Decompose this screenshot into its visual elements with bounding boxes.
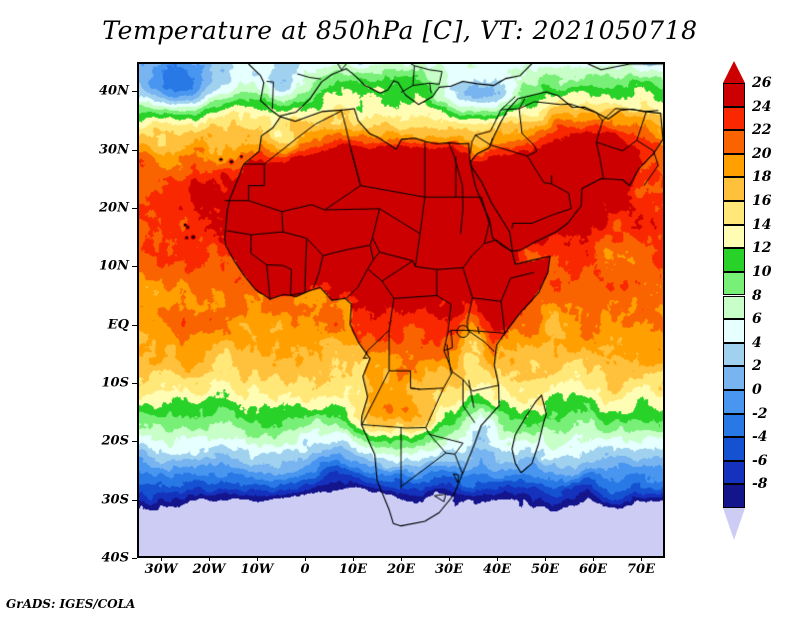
colorbar-swatch xyxy=(723,437,745,461)
y-axis-tick-label: 20S xyxy=(101,433,129,449)
colorbar-swatch xyxy=(723,366,745,390)
colorbar-swatch xyxy=(723,342,745,367)
x-axis-tick-label: 0 xyxy=(300,562,310,577)
x-axis-tick-label: 10E xyxy=(339,562,367,577)
colorbar-swatch xyxy=(723,106,745,131)
y-axis-tick-label: 30N xyxy=(99,142,129,158)
colorbar-swatch xyxy=(723,201,745,225)
y-axis-tick-label: 20N xyxy=(99,200,129,216)
x-axis-tick-label: 20E xyxy=(387,562,415,577)
y-axis-tick-label: 40N xyxy=(99,83,129,99)
colorbar-tick-label: 18 xyxy=(752,169,772,186)
x-axis-tick-mark xyxy=(545,556,546,561)
temperature-field-canvas xyxy=(139,64,663,556)
source-credit: GrADS: IGES/COLA xyxy=(6,597,136,611)
x-axis-tick-label: 30E xyxy=(435,562,463,577)
x-axis-tick-label: 70E xyxy=(627,562,655,577)
y-axis-tick-mark xyxy=(132,382,137,384)
x-axis-tick-mark xyxy=(305,556,306,561)
x-axis-tick-label: 50E xyxy=(531,562,559,577)
colorbar-tick-label: 12 xyxy=(752,240,772,257)
colorbar-swatch xyxy=(723,248,745,272)
colorbar-tick-label: -4 xyxy=(752,429,768,446)
y-axis-tick-mark xyxy=(132,441,137,443)
x-axis-tick-mark xyxy=(593,556,594,561)
colorbar-tick-label: 2 xyxy=(752,358,762,375)
colorbar-swatch xyxy=(723,224,745,249)
colorbar-tick-label: 0 xyxy=(752,381,762,398)
colorbar xyxy=(723,83,745,508)
colorbar-tick-label: -8 xyxy=(752,476,768,493)
colorbar-tick-label: 8 xyxy=(752,287,762,304)
colorbar-tick-label: 22 xyxy=(752,122,772,139)
x-axis-tick-label: 30W xyxy=(144,562,178,577)
x-axis-tick-label: 60E xyxy=(579,562,607,577)
x-axis-tick-mark xyxy=(209,556,210,561)
y-axis-tick-label: 40S xyxy=(101,550,129,566)
x-axis-tick-label: 40E xyxy=(483,562,511,577)
x-axis-tick-mark xyxy=(257,556,258,561)
x-axis-tick-mark xyxy=(641,556,642,561)
x-axis-tick-label: 20W xyxy=(192,562,226,577)
y-axis-tick-label: 10N xyxy=(99,258,129,274)
y-axis-tick-label: 30S xyxy=(101,492,129,508)
colorbar-tick-label: 6 xyxy=(752,311,762,328)
colorbar-swatch xyxy=(723,295,745,320)
y-axis-tick-mark xyxy=(132,266,137,268)
page-title: Temperature at 850hPa [C], VT: 202105071… xyxy=(102,16,698,45)
colorbar-tick-label: 16 xyxy=(752,193,772,210)
colorbar-arrow-top xyxy=(723,61,745,83)
x-axis-tick-mark xyxy=(497,556,498,561)
x-axis-tick-mark xyxy=(401,556,402,561)
colorbar-arrow-bottom xyxy=(723,508,745,540)
y-axis-tick-mark xyxy=(132,91,137,93)
y-axis-tick-mark xyxy=(132,149,137,151)
x-axis-tick-mark xyxy=(449,556,450,561)
y-axis-tick-mark xyxy=(132,207,137,209)
x-axis-tick-label: 10W xyxy=(240,562,274,577)
colorbar-tick-label: -6 xyxy=(752,452,768,469)
y-axis-tick-mark xyxy=(132,558,137,559)
map-plot-area xyxy=(137,62,665,558)
colorbar-swatch xyxy=(723,271,745,296)
y-axis-tick-mark xyxy=(132,499,137,501)
colorbar-tick-label: 4 xyxy=(752,334,762,351)
colorbar-tick-label: 26 xyxy=(752,75,772,91)
x-axis-tick-mark xyxy=(161,556,162,561)
colorbar-swatch xyxy=(723,413,745,438)
y-axis-tick-label: EQ xyxy=(107,317,129,333)
colorbar-tick-label: 14 xyxy=(752,216,772,233)
colorbar-swatch xyxy=(723,389,745,414)
colorbar-swatch xyxy=(723,83,745,107)
colorbar-tick-label: -2 xyxy=(752,405,768,422)
colorbar-tick-label: 20 xyxy=(752,145,772,162)
colorbar-swatch xyxy=(723,484,745,508)
colorbar-swatch xyxy=(723,460,745,485)
x-axis-tick-mark xyxy=(353,556,354,561)
y-axis-tick-mark xyxy=(132,324,137,326)
colorbar-swatch xyxy=(723,130,745,154)
colorbar-swatch xyxy=(723,177,745,202)
colorbar-swatch xyxy=(723,319,745,343)
colorbar-swatch xyxy=(723,153,745,178)
y-axis-tick-label: 10S xyxy=(101,375,129,391)
colorbar-tick-label: 10 xyxy=(752,263,772,280)
colorbar-tick-label: 24 xyxy=(752,98,772,115)
